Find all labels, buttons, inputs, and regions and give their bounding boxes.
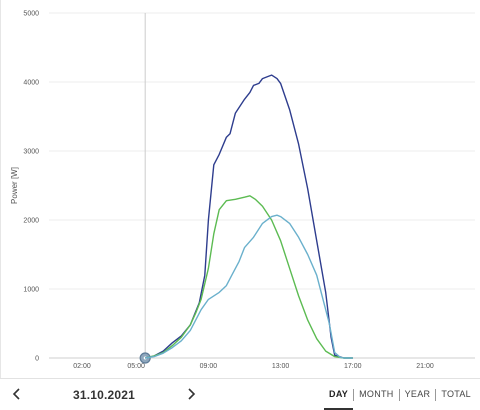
x-tick-label: 09:00 bbox=[200, 363, 218, 370]
tab-year[interactable]: YEAR bbox=[404, 389, 431, 399]
series-line-3 bbox=[145, 214, 353, 359]
x-tick-label: 17:00 bbox=[344, 363, 362, 370]
chart-area: 0 1000 2000 3000 4000 5000 02:00 05:00 09:00 13:… bbox=[0, 0, 475, 378]
cursor-layer bbox=[139, 13, 151, 364]
y-ticks: 0 1000 2000 3000 4000 5000 bbox=[23, 11, 39, 363]
date-navigation-bar: 31.10.2021 DAY MONTH YEAR TOTAL bbox=[0, 378, 480, 410]
series-line-2 bbox=[145, 195, 353, 359]
x-tick-label: 05:00 bbox=[127, 363, 145, 370]
tab-divider bbox=[398, 388, 400, 401]
tab-total[interactable]: TOTAL bbox=[441, 389, 471, 399]
period-tabs: DAY MONTH YEAR TOTAL bbox=[324, 379, 476, 410]
y-tick-label: 3000 bbox=[23, 149, 39, 156]
current-date: 31.10.2021 bbox=[72, 388, 136, 402]
power-chart: 0 1000 2000 3000 4000 5000 02:00 05:00 09:00 13:… bbox=[10, 11, 475, 370]
tab-month[interactable]: MONTH bbox=[359, 389, 394, 399]
tab-day[interactable]: DAY bbox=[324, 379, 354, 410]
y-tick-label: 1000 bbox=[23, 287, 39, 294]
series-line-1 bbox=[145, 74, 353, 359]
x-tick-label: 13:00 bbox=[272, 363, 290, 370]
chevron-right-icon[interactable] bbox=[180, 383, 202, 405]
y-tick-label: 2000 bbox=[23, 218, 39, 225]
tab-divider bbox=[435, 388, 437, 401]
y-tick-label: 5000 bbox=[23, 11, 39, 18]
y-tick-label: 0 bbox=[35, 356, 39, 363]
tab-divider bbox=[353, 388, 355, 401]
y-axis-label: Power [W] bbox=[10, 167, 19, 204]
series-layer bbox=[145, 74, 353, 359]
x-tick-label: 21:00 bbox=[416, 363, 434, 370]
y-tick-label: 4000 bbox=[23, 80, 39, 87]
chevron-left-icon[interactable] bbox=[6, 383, 28, 405]
x-ticks: 02:00 05:00 09:00 13:00 17:00 21:00 bbox=[73, 363, 434, 370]
grid-layer bbox=[49, 12, 475, 359]
x-tick-label: 02:00 bbox=[73, 363, 91, 370]
